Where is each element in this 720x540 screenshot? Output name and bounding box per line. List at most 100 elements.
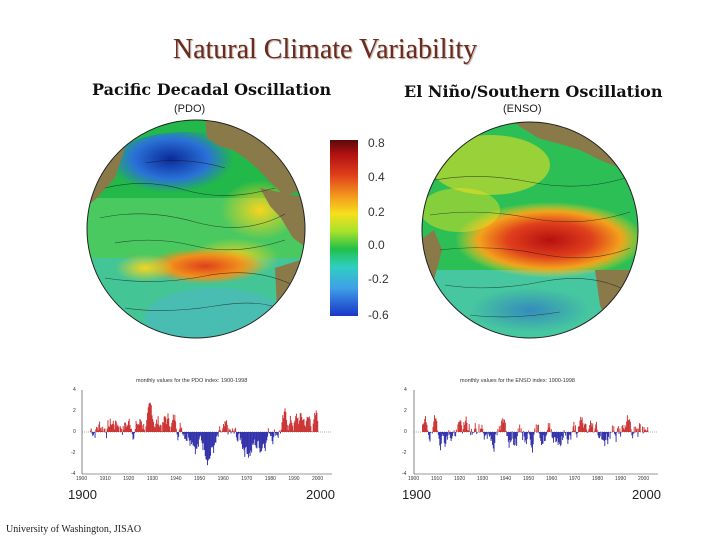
index-bar [102,426,104,432]
index-bar [438,432,440,439]
index-bar [580,416,582,432]
index-bar [541,432,542,445]
index-bar [437,430,439,432]
index-bar [140,421,142,432]
index-bar [184,432,186,439]
index-bar [450,432,452,442]
index-bar [135,420,137,432]
index-bar [175,421,177,432]
index-bar [515,432,517,445]
index-bar [222,428,224,432]
index-bar [610,432,612,433]
index-bar [497,429,499,432]
xtick-label: 1990 [615,476,627,482]
index-bar [587,431,589,432]
index-bar [223,426,225,432]
index-bar [455,429,457,432]
pdo-title: Pacific Decadal Oscillation [92,80,332,99]
index-bar [432,426,434,432]
index-bar [192,432,194,446]
index-bar [538,432,540,434]
index-bar [556,432,558,439]
index-bar [577,432,579,434]
index-bar [131,432,133,435]
index-bar [480,428,482,432]
index-bar [521,432,523,433]
index-bar [516,432,518,447]
index-bar [467,430,469,432]
index-bar [573,421,575,432]
index-bar [128,418,130,432]
index-bar [147,412,148,432]
index-bar [430,432,432,433]
xtick-label: 2000 [638,476,650,482]
index-bar [608,432,610,437]
index-bar [617,426,619,432]
index-bar [150,405,152,432]
index-bar [211,432,213,447]
enso-subtitle: (ENSO) [503,103,542,115]
index-bar [642,432,644,434]
index-bar [254,432,256,446]
index-bar [620,432,622,437]
index-bar [280,432,281,434]
index-bar [540,432,542,441]
index-bar [244,432,246,457]
index-bar [121,429,123,432]
index-bar [607,432,609,445]
index-bar [636,428,638,432]
index-bar [544,432,545,442]
index-bar [505,430,507,432]
index-bar [270,432,272,436]
index-bar [96,427,98,432]
index-bar [465,416,467,432]
index-bar [163,416,165,432]
index-bar [527,432,529,434]
index-bar [458,422,460,432]
index-bar [302,419,304,432]
index-bar [193,432,195,446]
index-bar [231,431,233,432]
index-bar [199,432,201,437]
index-bar [534,428,536,432]
index-bar [279,430,281,432]
index-bar [159,426,161,432]
xtick-label: 1910 [99,476,111,482]
index-bar [312,423,314,432]
index-bar [516,432,518,437]
index-bar [452,432,454,433]
index-bar [591,426,593,432]
pdo-subtitle: (PDO) [174,103,206,115]
index-bar [169,431,171,432]
index-bar [310,426,312,432]
index-bar [151,415,153,432]
index-bar [562,432,564,441]
index-bar [536,432,538,433]
index-bar [637,432,639,437]
index-bar [190,432,192,441]
index-bar [629,419,631,432]
index-bar [567,432,569,444]
pdo-ytick: 4 [73,387,76,393]
index-bar [499,430,501,432]
index-bar [489,432,491,436]
index-bar [605,432,607,434]
index-bar [245,432,247,447]
index-bar [276,432,278,436]
index-bar [495,432,497,435]
index-bar [508,432,510,448]
index-bar [459,419,461,432]
index-bar [494,432,496,443]
pdo-year-end: 2000 [306,487,335,502]
index-bar [545,432,547,437]
index-bar [445,432,447,444]
index-bar [531,432,533,448]
index-bar [194,432,196,447]
index-bar [248,432,250,458]
index-bar [645,431,647,432]
index-bar [176,432,178,435]
index-bar [619,428,621,432]
index-bar [590,422,592,432]
xtick-label: 1990 [288,476,300,482]
index-bar [210,432,212,456]
